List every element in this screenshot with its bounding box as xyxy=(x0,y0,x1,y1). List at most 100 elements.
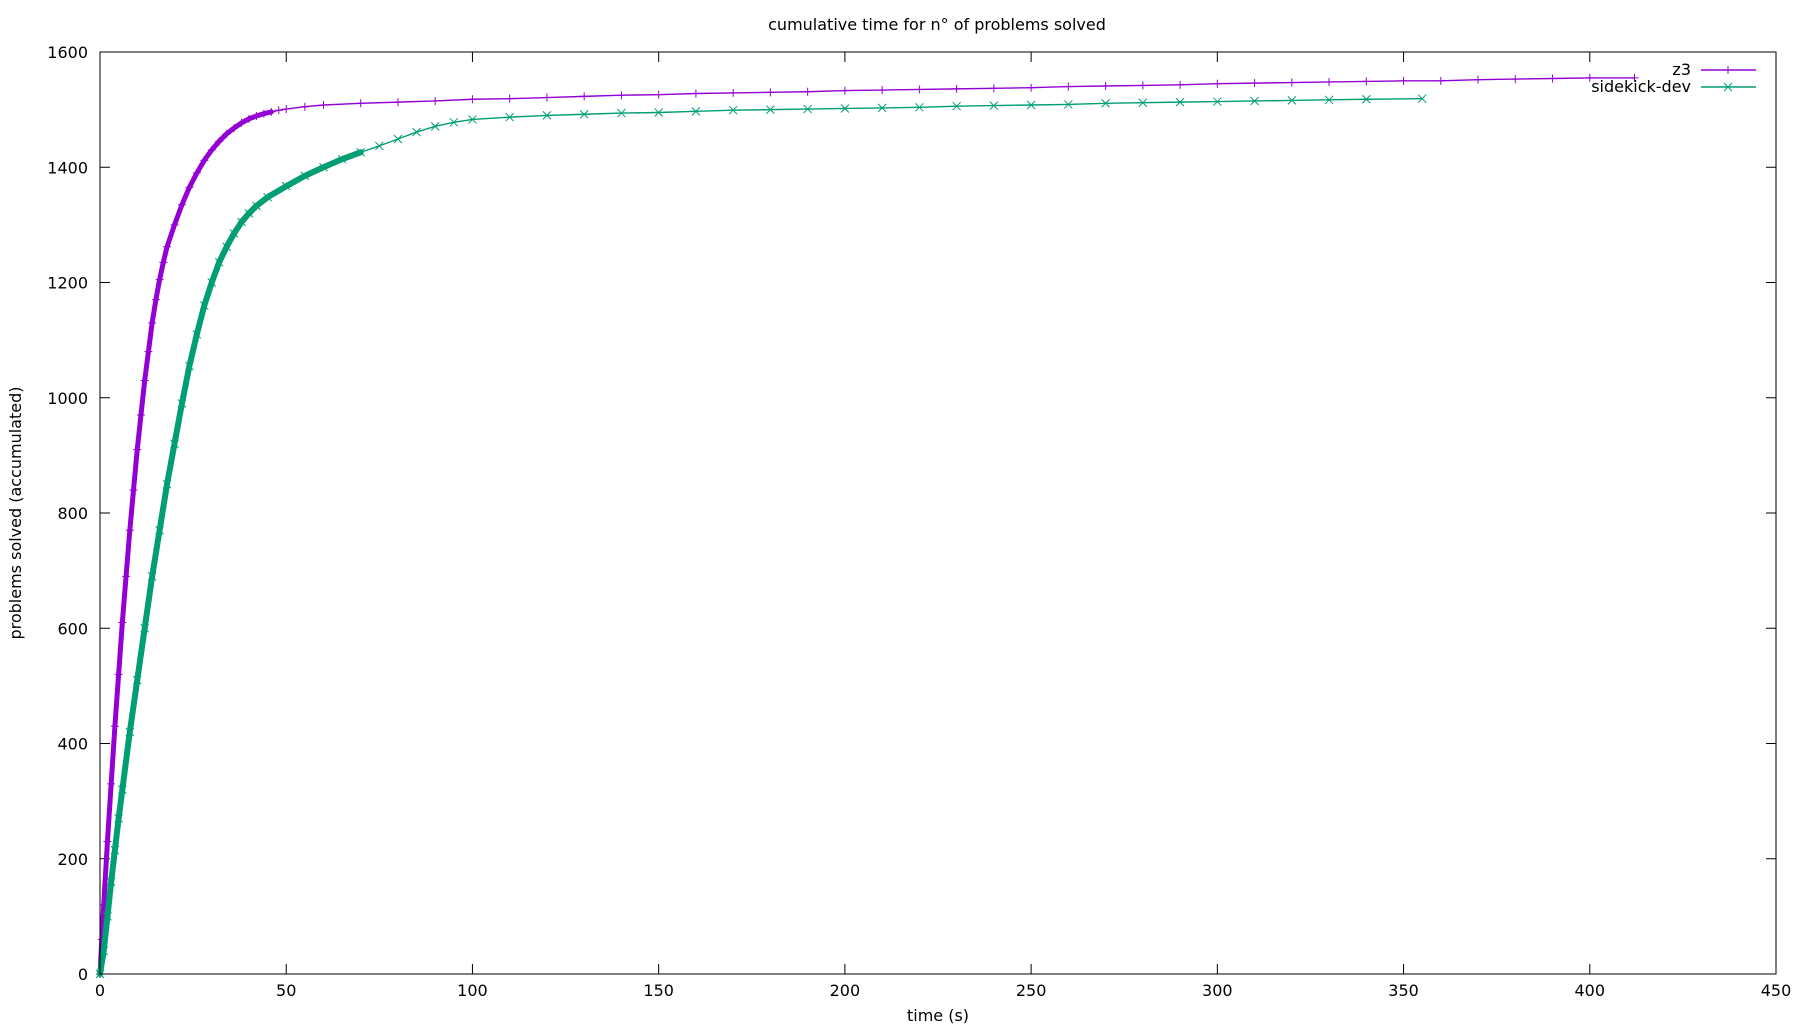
data-point xyxy=(230,124,239,133)
data-point xyxy=(282,105,291,114)
data-point xyxy=(259,109,268,118)
data-point xyxy=(214,257,224,267)
data-point xyxy=(237,118,246,127)
data-point xyxy=(300,102,309,111)
data-point xyxy=(300,171,310,181)
data-point xyxy=(1361,94,1371,104)
data-point xyxy=(766,88,775,97)
data-point xyxy=(468,95,477,104)
x-tick-label: 300 xyxy=(1202,981,1233,1000)
data-point xyxy=(356,99,365,108)
data-point xyxy=(1287,78,1296,87)
data-point xyxy=(151,295,160,304)
data-point xyxy=(1101,98,1110,108)
data-point xyxy=(1325,77,1334,86)
data-point xyxy=(1213,79,1222,88)
data-point xyxy=(106,877,116,887)
data-point xyxy=(1138,81,1147,90)
x-tick-label: 0 xyxy=(95,981,105,1000)
legend-label: z3 xyxy=(1672,60,1691,79)
data-point xyxy=(103,912,112,921)
data-point xyxy=(244,208,254,218)
data-point xyxy=(185,361,194,371)
data-point xyxy=(159,258,168,267)
data-point xyxy=(114,670,123,679)
data-point xyxy=(878,86,887,95)
data-point xyxy=(110,845,120,855)
data-point xyxy=(1176,80,1185,89)
data-point xyxy=(107,779,116,788)
data-point xyxy=(132,675,142,685)
data-point xyxy=(468,115,477,124)
series-sidekick-dev xyxy=(95,94,1427,979)
data-point xyxy=(505,94,514,103)
y-tick-label: 1200 xyxy=(47,274,88,293)
data-point xyxy=(337,154,347,164)
data-point xyxy=(412,127,421,137)
data-point xyxy=(1362,77,1371,86)
data-point xyxy=(192,169,201,178)
data-point xyxy=(1027,83,1036,92)
data-point xyxy=(1212,97,1222,106)
chart-title: cumulative time for n° of problems solve… xyxy=(768,15,1106,34)
data-point xyxy=(1287,96,1297,105)
data-point xyxy=(252,111,261,120)
data-point xyxy=(319,162,328,172)
y-tick-label: 1400 xyxy=(47,158,88,177)
data-point xyxy=(431,96,440,105)
data-point xyxy=(840,86,849,95)
data-point xyxy=(915,85,924,94)
y-tick-label: 1600 xyxy=(47,43,88,62)
x-tick-label: 450 xyxy=(1761,981,1792,1000)
data-point xyxy=(1436,76,1445,85)
data-point xyxy=(580,92,589,101)
data-point xyxy=(177,200,186,209)
data-point xyxy=(200,156,209,165)
data-point xyxy=(542,111,552,120)
data-point xyxy=(1101,81,1110,90)
data-point xyxy=(207,145,216,154)
data-point xyxy=(274,106,283,115)
data-point xyxy=(125,727,135,737)
data-point xyxy=(1630,73,1639,82)
data-point xyxy=(877,103,887,113)
data-point xyxy=(118,618,127,627)
series-z3 xyxy=(96,73,1639,978)
data-point xyxy=(1250,79,1259,88)
data-point xyxy=(267,107,276,116)
data-point xyxy=(207,278,217,287)
data-point xyxy=(117,785,127,794)
data-point xyxy=(263,192,272,202)
data-point xyxy=(1250,96,1259,106)
data-point xyxy=(237,217,246,227)
data-point xyxy=(192,330,202,339)
data-point xyxy=(803,87,812,96)
data-point xyxy=(1585,73,1594,82)
y-axis-label: problems solved (accumulated) xyxy=(6,386,25,639)
legend-marker xyxy=(1723,82,1733,92)
data-point xyxy=(129,485,138,494)
data-point xyxy=(952,101,961,111)
y-tick-label: 0 xyxy=(78,965,88,984)
x-tick-label: 150 xyxy=(643,981,674,1000)
y-tick-label: 400 xyxy=(57,735,88,754)
data-point xyxy=(1026,100,1036,110)
y-tick-label: 200 xyxy=(57,850,88,869)
data-point xyxy=(148,318,157,327)
data-point xyxy=(133,445,142,454)
data-point xyxy=(374,141,384,151)
data-point xyxy=(185,183,194,192)
data-point xyxy=(110,722,119,731)
plot-frame xyxy=(99,51,1777,975)
series-dense-markers xyxy=(97,109,274,977)
data-point xyxy=(1175,97,1185,107)
data-point xyxy=(244,114,253,123)
data-point xyxy=(162,479,172,489)
data-point xyxy=(199,301,209,310)
plot-series xyxy=(95,73,1639,979)
x-ticks: 0 50 100 150 200 250 300 350 400 450 xyxy=(95,52,1791,1000)
data-point xyxy=(356,147,366,157)
y-tick-label: 800 xyxy=(57,504,88,523)
